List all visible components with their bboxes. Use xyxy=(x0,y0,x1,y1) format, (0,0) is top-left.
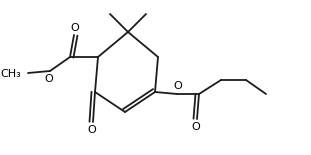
Text: O: O xyxy=(192,122,200,132)
Text: O: O xyxy=(44,74,53,84)
Text: CH₃: CH₃ xyxy=(0,69,21,79)
Text: O: O xyxy=(88,125,96,135)
Text: O: O xyxy=(71,23,79,33)
Text: O: O xyxy=(174,81,182,91)
